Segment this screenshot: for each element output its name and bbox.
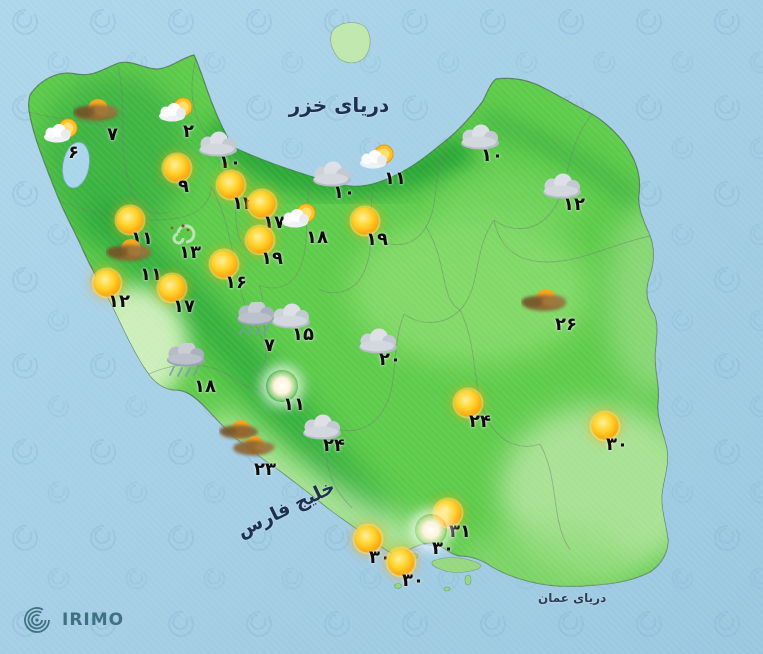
- cloud-icon: [539, 173, 585, 199]
- oman-sea-label: دریای عمان: [538, 591, 607, 605]
- sun-icon: [217, 171, 245, 199]
- rain-icon: [233, 300, 279, 338]
- dust-icon: [73, 99, 121, 127]
- sun-icon: [246, 226, 274, 254]
- temperature-label: ۱۲: [232, 193, 254, 214]
- temperature-label: ۱۸: [306, 227, 328, 248]
- temperature-label: ۱۹: [366, 229, 388, 250]
- irimo-spiral-icon: [24, 607, 50, 633]
- temperature-label: ۱۷: [263, 212, 285, 233]
- sun-icon: [454, 389, 482, 417]
- cloud-icon: [355, 328, 401, 354]
- caspian-north-islet: [330, 22, 371, 64]
- partly-icon: [157, 96, 197, 124]
- partly-icon: [42, 117, 82, 145]
- rain-icon: [163, 341, 209, 379]
- temperature-label: ۱۱: [283, 394, 305, 415]
- temperature-label: ۱۶: [225, 272, 247, 293]
- temperature-label: ۱۳: [179, 242, 201, 263]
- temperature-label: ۱۵: [292, 324, 314, 345]
- temperature-label: ۱۱: [384, 168, 406, 189]
- temperature-label: ۱۷: [173, 296, 195, 317]
- haze-icon: [415, 514, 447, 546]
- sun-icon: [248, 190, 276, 218]
- temperature-label: ۲۶: [555, 314, 577, 335]
- temperature-label: ۲۴: [323, 435, 345, 456]
- sun-icon: [163, 154, 191, 182]
- sun-icon: [354, 525, 382, 553]
- temperature-label: ۱۲: [108, 291, 130, 312]
- sun-icon: [116, 206, 144, 234]
- cloud-icon: [457, 124, 503, 150]
- temperature-label: ۷: [264, 335, 275, 356]
- partly-icon: [358, 143, 398, 171]
- temperature-label: ۷: [107, 124, 118, 145]
- temperature-label: ۲: [183, 121, 194, 142]
- temperature-label: ۱۹: [261, 248, 283, 269]
- cloud-icon: [309, 161, 355, 187]
- sun-icon: [387, 548, 415, 576]
- temperature-label: ۶: [68, 142, 79, 163]
- sun-icon: [210, 250, 238, 278]
- temperature-label: ۱۰: [219, 152, 241, 173]
- lake-urmia: [62, 141, 90, 189]
- cloud-icon: [268, 303, 314, 329]
- temperature-label: ۱۱: [140, 264, 162, 285]
- sun-icon: [351, 207, 379, 235]
- partly-icon: [280, 202, 320, 230]
- temperature-label: ۹: [178, 176, 189, 197]
- temperature-label: ۲۳: [254, 459, 276, 480]
- haze-icon: [266, 370, 298, 402]
- sun-icon: [93, 269, 121, 297]
- dust-icon: [106, 239, 154, 267]
- dust2-icon: [219, 420, 277, 464]
- temperature-label: ۳۰: [432, 538, 454, 559]
- cloud-icon: [299, 414, 345, 440]
- sun-icon: [591, 412, 619, 440]
- temperature-label: ۱۲: [563, 194, 585, 215]
- irimo-logo: IRIMO: [20, 603, 124, 637]
- sun-icon: [158, 274, 186, 302]
- temperature-label: ۱۸: [194, 376, 216, 397]
- irimo-logo-text: IRIMO: [62, 610, 125, 630]
- cloud-icon: [195, 131, 241, 157]
- temperature-label: ۱۰: [333, 182, 355, 203]
- temperature-label: ۳۰: [606, 434, 628, 455]
- temperature-label: ۱۰: [481, 145, 503, 166]
- swirl-icon: [160, 219, 196, 249]
- temperature-label: ۳۰: [369, 547, 391, 568]
- temperature-label: ۲۴: [469, 411, 491, 432]
- temperature-label: ۳۰: [402, 570, 424, 591]
- dust-icon: [521, 289, 569, 317]
- caspian-sea-label: دریای خزر: [288, 93, 390, 117]
- temperature-label: ۳۱: [449, 521, 471, 542]
- temperature-label: ۲۰: [379, 349, 401, 370]
